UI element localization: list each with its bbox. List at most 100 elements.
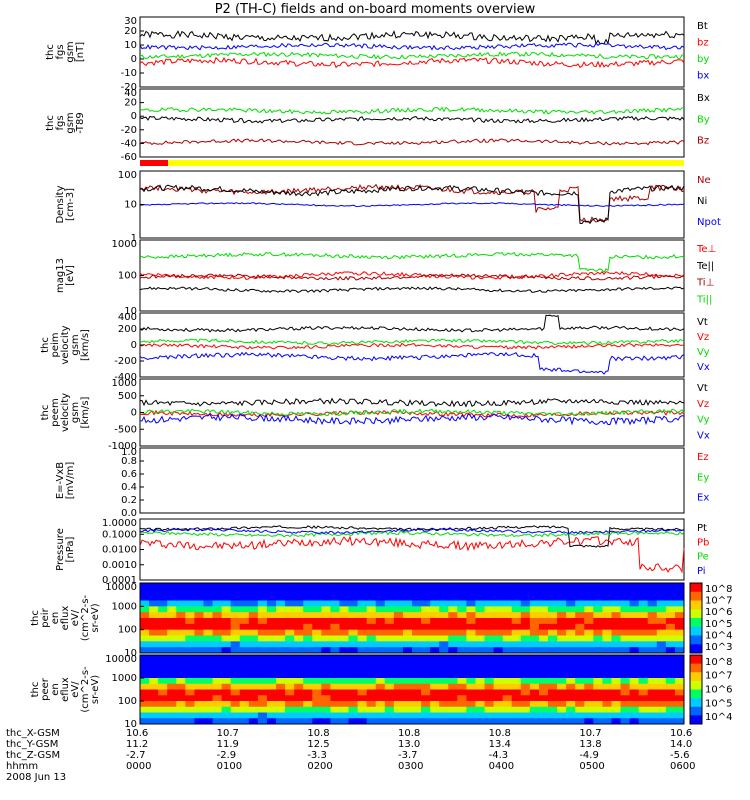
heatmap-cell [412,594,422,601]
heatmap-cell [665,635,676,642]
heatmap-cell [266,612,277,619]
heatmap-cell [348,606,359,613]
heatmap-cell [176,718,186,725]
y-axis-label: thc fgs gsm [nT] [45,41,86,62]
heatmap-cell [511,594,522,601]
heatmap-cell [384,683,395,690]
heatmap-cell [149,600,159,607]
heatmap-cell [665,655,676,662]
heatmap-cell [239,612,250,619]
heatmap-cell [348,641,359,648]
heatmap-cell [339,706,350,713]
heatmap-cell [285,666,295,673]
heatmap-cell [620,660,631,667]
heatmap-cell [439,606,449,613]
heatmap-cell [593,689,603,696]
heatmap-cell [375,629,386,636]
heatmap-cell [357,660,368,667]
heatmap-cell [584,666,594,673]
y-tick-label: 10 [124,306,137,317]
heatmap-cell [158,623,168,631]
heatmap-cell [230,594,241,601]
heatmap-cell [312,712,322,719]
heatmap-cell [230,666,241,673]
y-label-line: velocity [60,325,71,364]
heatmap-cell [266,583,277,590]
y-tick-label: -400 [114,372,137,383]
heatmap-cell [674,623,685,631]
y-tick-label: 0.0001 [102,575,137,586]
heatmap-cell [448,641,458,648]
heatmap-cell [357,672,368,679]
heatmap-cell [366,594,377,601]
heatmap-cell [330,695,340,702]
heatmap-cell [593,594,603,601]
heatmap-cell [276,666,286,673]
heatmap-cell [221,583,232,590]
heatmap-cell [421,655,431,662]
heatmap-cell [402,712,413,719]
y-axis-label: E=-VxB [mV/m] [55,462,76,500]
legend-entry: Ey [697,472,709,483]
heatmap-cell [484,689,495,696]
heatmap-cell [158,600,168,607]
heatmap-cell [330,712,340,719]
heatmap-cell [384,706,395,713]
y-label-line: [eV] [65,265,76,286]
heatmap-cell [656,660,667,667]
legend-entry: Vz [697,332,709,343]
heatmap-cell [257,712,268,719]
legend-entry: Vx [697,362,710,373]
y-tick-label: 100 [118,170,137,181]
heatmap-cell [593,655,603,662]
heatmap-cell [493,594,504,601]
heatmap-cell [647,660,658,667]
heatmap-cell [557,623,567,631]
y-label-line: eflux [60,677,71,702]
heatmap-cell [584,623,594,631]
heatmap-cell [212,660,223,667]
heatmap-cell [239,672,250,679]
heatmap-cell [665,695,676,702]
heatmap-cell [167,647,177,654]
heatmap-cell [393,635,404,642]
heatmap-cell [665,588,676,596]
heatmap-cell [566,718,576,725]
heatmap-cell [430,588,440,596]
heatmap-cell [674,666,685,673]
heatmap-cell [312,583,322,590]
heatmap-cell [330,683,340,690]
heatmap-cell [375,683,386,690]
heatmap-cell [257,641,268,648]
heatmap-cell [248,655,259,662]
heatmap-cell [185,706,195,713]
heatmap-cell [566,666,576,673]
heatmap-cell [176,594,186,601]
heatmap-cell [647,583,658,590]
heatmap-cell [566,606,576,613]
heatmap-cell [384,647,395,654]
colorbar-swatch [690,609,702,619]
heatmap-cell [665,612,676,619]
heatmap-cell [339,695,350,702]
footer-row: hhmm 0000 0100 0200 0300 0400 0500 0600 [6,761,695,772]
heatmap-cell [266,588,277,596]
heatmap-cell [158,712,168,719]
heatmap-cell [548,712,558,719]
heatmap-cell [384,678,395,685]
heatmap-cell [548,594,558,601]
heatmap-cell [548,660,558,667]
heatmap-cell [185,683,195,690]
heatmap-cell [575,706,585,713]
heatmap-cell [457,618,467,625]
y-label-line: gsm [65,112,76,133]
heatmap-cell [529,672,540,679]
y-tick-label: 1.0000 [102,518,137,529]
heatmap-cell [412,695,422,702]
heatmap-cell [330,706,340,713]
heatmap-cell [158,629,168,636]
y-tick-label: 20 [124,26,137,37]
heatmap-cell [484,594,495,601]
colorbar-swatch [690,600,702,610]
heatmap-cell [484,629,495,636]
